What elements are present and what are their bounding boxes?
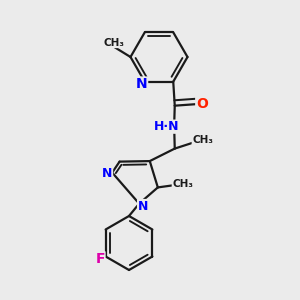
Text: CH₃: CH₃ [192,136,213,146]
Text: O: O [196,97,208,111]
Text: N: N [136,77,148,91]
Text: N: N [102,167,112,180]
Text: H·N: H·N [154,120,180,133]
Text: F: F [95,252,105,266]
Text: CH₃: CH₃ [103,38,124,48]
Text: CH₃: CH₃ [172,179,193,189]
Text: N: N [138,200,148,212]
